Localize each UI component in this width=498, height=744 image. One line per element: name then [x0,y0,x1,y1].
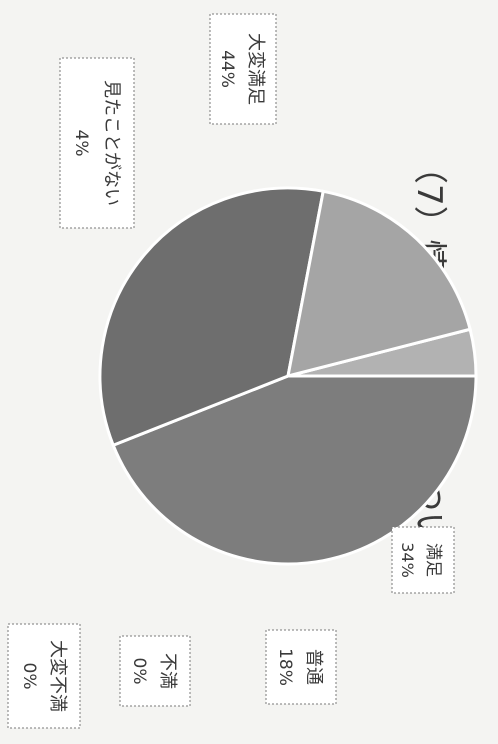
label-box-dai-fuman: 大変不満 0% [7,623,81,729]
slice-label-manzoku: 満足 [423,543,443,577]
slice-pct-futsu: 18% [275,648,295,686]
pie-slice-1 [98,186,325,448]
pie-slice-0 [111,374,478,566]
slice-pct-mita-koto-ga-nai: 4% [71,130,91,157]
slice-label-dai-manzoku: 大変満足 [245,33,266,105]
label-box-manzoku: 満足 34% [391,526,455,594]
pie-slices [98,186,478,566]
slice-label-fuman: 不満 [157,653,178,689]
slice-pct-dai-manzoku: 44% [217,50,237,88]
slice-pct-manzoku: 34% [398,542,417,578]
label-box-futsu: 普通 18% [265,629,337,705]
label-box-dai-manzoku: 大変満足 44% [209,13,277,125]
pie-slice-2 [286,189,472,379]
slice-pct-dai-fuman: 0% [19,663,39,690]
slice-label-mita-koto-ga-nai: 見たことがない [101,80,122,206]
label-box-mita-koto-ga-nai: 見たことがない 4% [59,57,135,229]
slice-label-dai-fuman: 大変不満 [47,640,68,712]
slice-label-futsu: 普通 [303,649,324,685]
label-box-fuman: 不満 0% [119,635,191,707]
slice-pct-fuman: 0% [129,658,149,685]
